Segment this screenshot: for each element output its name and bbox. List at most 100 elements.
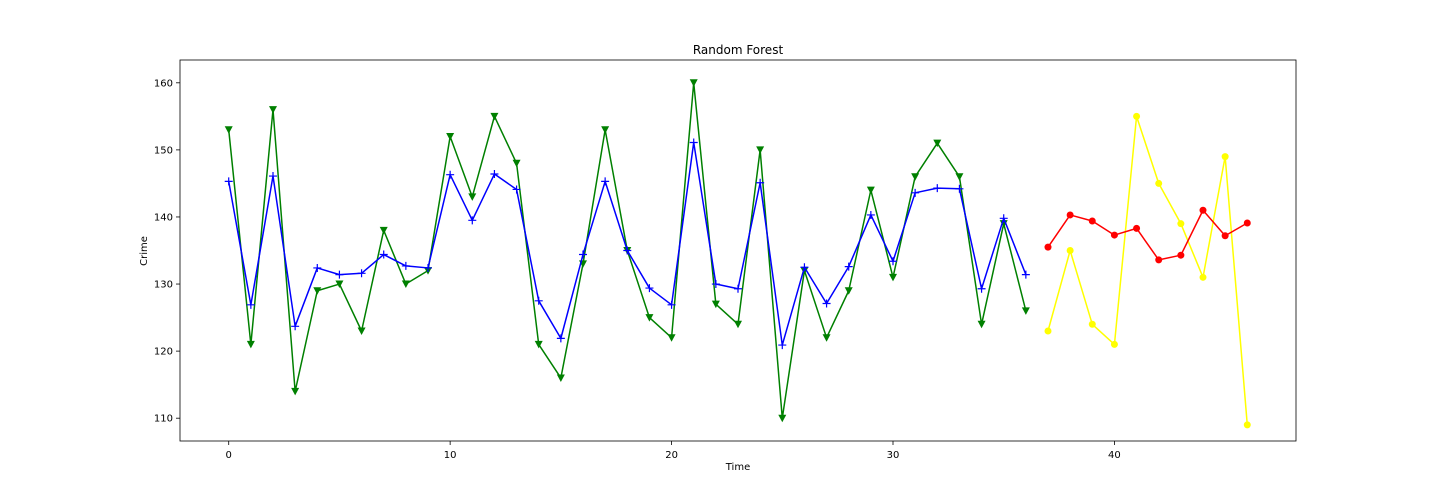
data-point	[1243, 421, 1251, 429]
data-point	[778, 341, 787, 350]
data-point	[556, 334, 565, 343]
data-point	[246, 300, 255, 309]
data-point	[1177, 251, 1185, 259]
data-point	[977, 284, 986, 293]
data-point	[269, 172, 277, 181]
x-tick-label: 0	[226, 450, 232, 461]
data-point	[667, 334, 676, 342]
data-point	[911, 173, 920, 181]
data-point	[1044, 327, 1052, 335]
data-point	[357, 269, 366, 278]
data-point	[822, 299, 831, 308]
data-point	[601, 177, 610, 186]
data-point	[645, 314, 654, 322]
data-point	[424, 263, 432, 272]
data-point	[291, 387, 300, 396]
data-point	[579, 250, 587, 259]
data-point	[933, 184, 942, 193]
y-tick-label: 130	[154, 280, 173, 291]
data-point	[1155, 256, 1163, 264]
data-point	[911, 188, 920, 197]
data-point	[1110, 340, 1118, 348]
data-point	[1133, 224, 1141, 232]
data-point	[1199, 206, 1207, 214]
data-point	[224, 126, 233, 134]
data-point	[1021, 270, 1030, 279]
data-point	[844, 262, 853, 271]
data-point	[313, 287, 322, 295]
data-point	[601, 126, 610, 134]
data-point	[711, 280, 720, 289]
plot-area: 0 10 20 30 40 110 120 130 140 150 160	[154, 59, 1297, 461]
y-tick-label: 150	[154, 145, 173, 156]
data-point	[1155, 179, 1163, 187]
data-point	[889, 273, 897, 282]
x-tick-label: 40	[1108, 450, 1121, 461]
data-point	[711, 300, 720, 309]
data-point	[468, 193, 477, 201]
data-point	[800, 263, 809, 272]
data-point	[379, 250, 388, 259]
chart-title: Random Forest	[693, 43, 784, 57]
data-point	[1066, 247, 1074, 254]
data-point	[556, 374, 565, 382]
data-point	[490, 170, 499, 179]
series-line	[1047, 115, 1249, 425]
data-point	[1177, 220, 1185, 228]
data-point	[512, 185, 521, 194]
y-tick-label: 140	[154, 212, 173, 223]
data-point	[1088, 217, 1096, 225]
data-point	[756, 178, 765, 187]
data-point	[534, 340, 543, 349]
data-point	[1044, 243, 1052, 251]
data-point	[379, 226, 388, 235]
data-point	[933, 139, 942, 148]
data-point	[512, 159, 521, 168]
data-point	[844, 287, 853, 295]
data-point	[357, 327, 366, 335]
x-tick-label: 10	[444, 450, 457, 461]
data-point	[756, 146, 765, 154]
plot-frame	[179, 59, 1297, 442]
y-tick-label: 160	[154, 78, 173, 89]
data-point	[401, 280, 410, 289]
x-tick-label: 30	[887, 450, 900, 461]
data-point	[335, 270, 344, 279]
data-point	[468, 216, 477, 225]
data-point	[490, 112, 499, 121]
data-point	[1021, 307, 1030, 315]
data-point	[1066, 211, 1074, 219]
data-point	[866, 186, 875, 195]
data-point	[1221, 232, 1229, 240]
data-point	[645, 284, 654, 293]
data-point	[999, 214, 1008, 223]
data-point	[246, 340, 255, 349]
y-axis-title: Crime	[139, 236, 150, 266]
data-point	[623, 246, 632, 255]
data-point	[689, 138, 698, 147]
data-point	[313, 263, 322, 272]
data-point	[1133, 112, 1141, 120]
data-point	[1088, 320, 1096, 328]
data-point	[955, 184, 964, 193]
data-point	[822, 334, 831, 342]
data-point	[335, 280, 344, 289]
data-point	[734, 320, 742, 329]
data-point	[1110, 231, 1118, 239]
x-axis-title: Time	[725, 462, 750, 473]
data-point	[689, 79, 698, 87]
data-point	[1243, 219, 1251, 227]
data-point	[955, 173, 964, 181]
data-point	[734, 284, 742, 293]
data-point	[667, 300, 676, 309]
data-point	[889, 257, 897, 266]
data-point	[446, 170, 455, 179]
data-point	[269, 106, 277, 114]
data-point	[401, 261, 410, 270]
data-point	[534, 296, 543, 305]
data-point	[977, 320, 986, 329]
data-point	[224, 177, 233, 186]
y-tick-label: 120	[154, 347, 173, 358]
